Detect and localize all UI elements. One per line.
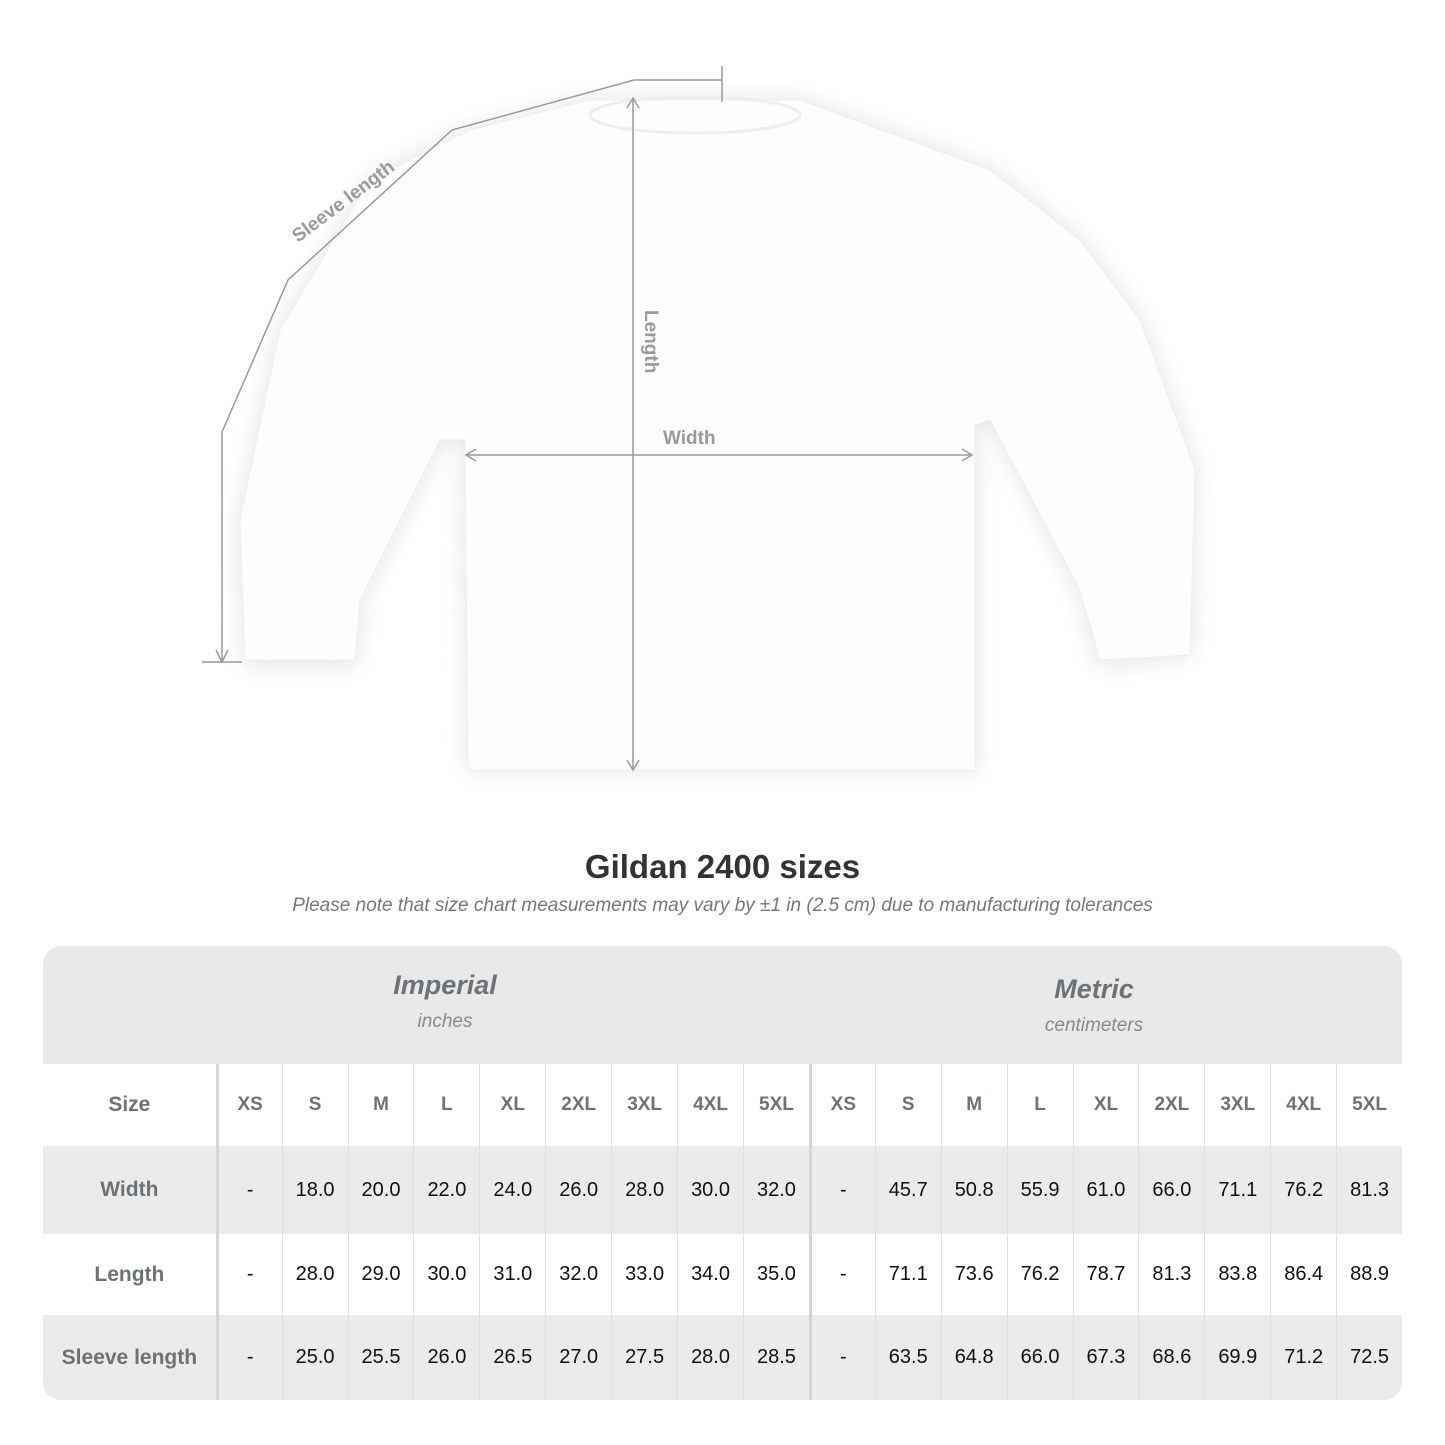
- metric-value-cell: 78.7: [1072, 1234, 1139, 1315]
- metric-value-cell: 61.0: [1072, 1146, 1139, 1234]
- metric-value-cell: -: [808, 1234, 875, 1315]
- metric-value-cell: 76.2: [1270, 1146, 1336, 1234]
- imperial-value-cell: -: [215, 1146, 282, 1234]
- imperial-value-cell: 24.0: [479, 1146, 545, 1234]
- imperial-size-2xl: 2XL: [545, 1064, 611, 1146]
- imperial-value-cell: 20.0: [347, 1146, 414, 1234]
- imperial-value-cell: 25.5: [347, 1315, 414, 1400]
- width-measure: [464, 448, 974, 462]
- imperial-value-cell: 25.0: [281, 1315, 348, 1400]
- metric-value-cell: 69.9: [1204, 1315, 1270, 1400]
- imperial-title: Imperial: [393, 970, 497, 1000]
- length-measure: [626, 96, 640, 772]
- imperial-size-3xl: 3XL: [611, 1064, 677, 1146]
- metric-value-cell: 67.3: [1072, 1315, 1139, 1400]
- imperial-value-cell: -: [215, 1234, 282, 1315]
- imperial-value-cell: 27.0: [545, 1315, 611, 1400]
- imperial-value-cell: 26.0: [413, 1315, 479, 1400]
- imperial-value-cell: 33.0: [611, 1234, 677, 1315]
- size-table: Imperial inches Metric centimeters Size X…: [43, 946, 1402, 1400]
- imperial-value-cell: 34.0: [677, 1234, 743, 1315]
- metric-unit: centimeters: [1044, 1015, 1144, 1036]
- imperial-size-4xl: 4XL: [677, 1064, 743, 1146]
- metric-value-cell: -: [808, 1146, 875, 1234]
- imperial-unit: inches: [417, 1011, 473, 1032]
- metric-value-cell: 73.6: [940, 1234, 1007, 1315]
- imperial-value-cell: 29.0: [347, 1234, 414, 1315]
- table-row-sleeve-length: Sleeve length -25.0 25.5 26.0 26.5 27.0 27.5 28…: [43, 1315, 1402, 1400]
- metric-size-3xl: 3XL: [1204, 1064, 1270, 1146]
- imperial-value-cell: 31.0: [479, 1234, 545, 1315]
- metric-size-4xl: 4XL: [1270, 1064, 1336, 1146]
- imperial-size-xs: XS: [215, 1064, 282, 1146]
- metric-value-cell: 66.0: [1006, 1315, 1073, 1400]
- tolerance-note: Please note that size chart measurements…: [292, 895, 1153, 916]
- imperial-size-m: M: [347, 1064, 414, 1146]
- metric-size-xl: XL: [1072, 1064, 1139, 1146]
- size-label: Size: [108, 1093, 151, 1116]
- metric-value-cell: 71.1: [1204, 1146, 1270, 1234]
- imperial-value-cell: 32.0: [545, 1234, 611, 1315]
- metric-size-s: S: [874, 1064, 941, 1146]
- metric-value-cell: 76.2: [1006, 1234, 1073, 1315]
- imperial-value-cell: 18.0: [281, 1146, 348, 1234]
- imperial-size-5xl: 5XL: [742, 1064, 809, 1146]
- table-row-width: Width -18.0 20.0 22.0 24.0 26.0 28.0 30.0 32.0-4…: [43, 1146, 1402, 1234]
- row-label: Width: [100, 1178, 159, 1201]
- shirt-body: [239, 99, 1196, 771]
- imperial-value-cell: 28.0: [281, 1234, 348, 1315]
- imperial-value-cell: 26.0: [545, 1146, 611, 1234]
- imperial-value-cell: 32.0: [742, 1146, 809, 1234]
- metric-value-cell: 45.7: [874, 1146, 941, 1234]
- metric-value-cell: 86.4: [1270, 1234, 1336, 1315]
- metric-value-cell: 66.0: [1138, 1146, 1204, 1234]
- metric-size-l: L: [1006, 1064, 1073, 1146]
- imperial-header: Imperial inches: [245, 970, 645, 1033]
- units-header: Imperial inches Metric centimeters: [43, 946, 1402, 1064]
- imperial-size-s: S: [281, 1064, 348, 1146]
- imperial-value-cell: 28.0: [611, 1146, 677, 1234]
- metric-size-2xl: 2XL: [1138, 1064, 1204, 1146]
- imperial-value-cell: 26.5: [479, 1315, 545, 1400]
- metric-value-cell: 68.6: [1138, 1315, 1204, 1400]
- imperial-value-cell: 35.0: [742, 1234, 809, 1315]
- metric-value-cell: 71.2: [1270, 1315, 1336, 1400]
- imperial-value-cell: 28.0: [677, 1315, 743, 1400]
- metric-value-cell: 88.9: [1336, 1234, 1402, 1315]
- metric-header: Metric centimeters: [894, 974, 1294, 1037]
- size-header-row: Size XS S M L XL 2XL 3XL 4XL 5XL XS S M L XL 2XL 3XL 4XL 5…: [43, 1064, 1402, 1146]
- page-title: Gildan 2400 sizes: [584, 848, 861, 885]
- sleeve-length-measure: [202, 66, 723, 664]
- imperial-value-cell: 30.0: [677, 1146, 743, 1234]
- shirt-diagram: Sleeve length Length Width: [202, 66, 1196, 772]
- metric-value-cell: 64.8: [940, 1315, 1007, 1400]
- imperial-value-cell: -: [215, 1315, 282, 1400]
- width-label: Width: [663, 428, 716, 449]
- table-row-length: Length -28.0 29.0 30.0 31.0 32.0 33.0 34.0 35.0-…: [43, 1234, 1402, 1315]
- row-label: Length: [94, 1262, 165, 1286]
- imperial-size-l: L: [413, 1064, 479, 1146]
- metric-value-cell: 83.8: [1204, 1234, 1270, 1315]
- imperial-value-cell: 30.0: [413, 1234, 479, 1315]
- metric-size-m: M: [940, 1064, 1007, 1146]
- imperial-value-cell: 28.5: [742, 1315, 809, 1400]
- metric-value-cell: 63.5: [874, 1315, 941, 1400]
- metric-size-xs: XS: [808, 1064, 875, 1146]
- imperial-value-cell: 22.0: [413, 1146, 479, 1234]
- metric-size-5xl: 5XL: [1336, 1064, 1402, 1146]
- metric-value-cell: 72.5: [1336, 1315, 1402, 1400]
- metric-value-cell: 71.1: [874, 1234, 941, 1315]
- metric-value-cell: 50.8: [940, 1146, 1007, 1234]
- metric-value-cell: -: [808, 1315, 875, 1400]
- row-label: Sleeve length: [61, 1345, 198, 1369]
- imperial-value-cell: 27.5: [611, 1315, 677, 1400]
- imperial-size-xl: XL: [479, 1064, 545, 1146]
- metric-value-cell: 55.9: [1006, 1146, 1073, 1234]
- metric-title: Metric: [1054, 974, 1134, 1004]
- metric-value-cell: 81.3: [1138, 1234, 1204, 1315]
- metric-value-cell: 81.3: [1336, 1146, 1402, 1234]
- length-label: Length: [640, 310, 661, 373]
- shirt-collar: [588, 95, 802, 135]
